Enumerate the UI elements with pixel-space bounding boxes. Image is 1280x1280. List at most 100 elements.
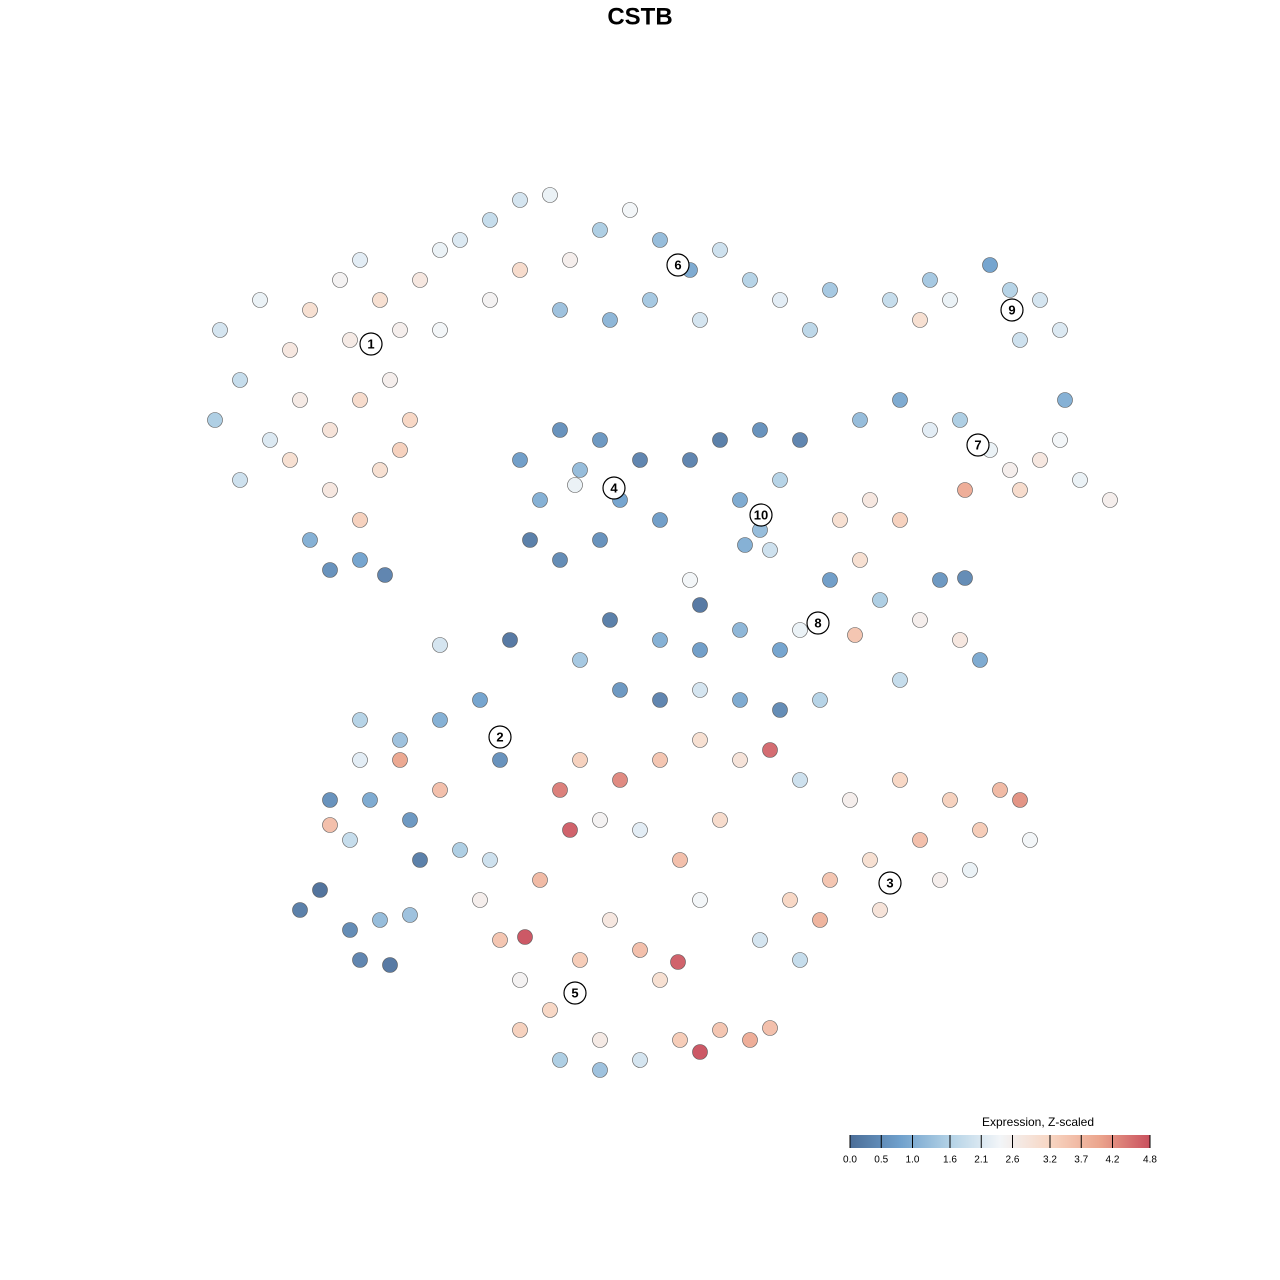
point: [732, 692, 748, 708]
point: [592, 1032, 608, 1048]
point: [402, 412, 418, 428]
point: [362, 792, 378, 808]
point: [532, 492, 548, 508]
point: [452, 842, 468, 858]
point: [562, 252, 578, 268]
colorbar-tick-label: 2.6: [1006, 1155, 1020, 1166]
cluster-label-badge: [1000, 298, 1024, 322]
point: [932, 572, 948, 588]
point: [652, 692, 668, 708]
cluster-label: 3: [886, 875, 893, 890]
colorbar-tick-label: 0.0: [843, 1155, 857, 1166]
point: [302, 302, 318, 318]
colorbar-title: Expression, Z-scaled: [982, 1115, 1094, 1129]
point: [732, 752, 748, 768]
point: [762, 742, 778, 758]
cluster-label: 1: [367, 336, 374, 351]
point: [772, 472, 788, 488]
point: [712, 1022, 728, 1038]
point: [432, 637, 448, 653]
point: [452, 232, 468, 248]
cluster-label: 2: [496, 729, 503, 744]
cluster-label: 4: [610, 480, 618, 495]
point: [912, 832, 928, 848]
point: [852, 552, 868, 568]
point: [862, 852, 878, 868]
point: [352, 712, 368, 728]
point: [670, 954, 686, 970]
point: [1072, 472, 1088, 488]
point: [382, 372, 398, 388]
point: [592, 432, 608, 448]
point: [292, 392, 308, 408]
point: [962, 862, 978, 878]
point: [322, 562, 338, 578]
point: [542, 1002, 558, 1018]
point: [632, 822, 648, 838]
point: [652, 232, 668, 248]
point: [352, 952, 368, 968]
point: [562, 822, 578, 838]
point: [1032, 452, 1048, 468]
point: [872, 902, 888, 918]
point: [322, 422, 338, 438]
cluster-label-badge: [359, 332, 383, 356]
point: [892, 672, 908, 688]
cluster-label: 8: [814, 615, 821, 630]
point: [772, 642, 788, 658]
point: [922, 422, 938, 438]
point: [432, 712, 448, 728]
point: [672, 852, 688, 868]
point: [472, 892, 488, 908]
point: [492, 752, 508, 768]
point: [692, 682, 708, 698]
point: [822, 282, 838, 298]
point: [652, 512, 668, 528]
point: [332, 272, 348, 288]
point: [1002, 462, 1018, 478]
point: [892, 512, 908, 528]
point: [612, 772, 628, 788]
points: [207, 187, 1118, 1078]
point: [992, 782, 1008, 798]
point: [792, 622, 808, 638]
point: [432, 242, 448, 258]
point: [892, 392, 908, 408]
cluster-label-badge: [749, 503, 773, 527]
point: [282, 452, 298, 468]
point: [942, 792, 958, 808]
point: [512, 192, 528, 208]
point: [312, 882, 328, 898]
point: [682, 452, 698, 468]
point: [912, 312, 928, 328]
point: [482, 292, 498, 308]
point: [502, 632, 518, 648]
point: [412, 272, 428, 288]
point: [517, 929, 533, 945]
point: [652, 972, 668, 988]
point: [852, 412, 868, 428]
point: [692, 1044, 708, 1060]
point: [842, 792, 858, 808]
point: [552, 552, 568, 568]
point: [912, 612, 928, 628]
point: [652, 752, 668, 768]
point: [352, 752, 368, 768]
point: [952, 412, 968, 428]
point: [872, 592, 888, 608]
point: [552, 782, 568, 798]
point: [922, 272, 938, 288]
cluster-label: 9: [1008, 302, 1015, 317]
point: [652, 632, 668, 648]
cluster-labels: 1 2 3 4 5 6 7 8 9 10: [359, 253, 1024, 1005]
cluster-label-badge: [563, 981, 587, 1005]
point: [492, 932, 508, 948]
point: [732, 622, 748, 638]
point: [622, 202, 638, 218]
point: [512, 972, 528, 988]
point: [552, 302, 568, 318]
cluster-label-badge: [806, 611, 830, 635]
point: [412, 852, 428, 868]
point: [512, 452, 528, 468]
